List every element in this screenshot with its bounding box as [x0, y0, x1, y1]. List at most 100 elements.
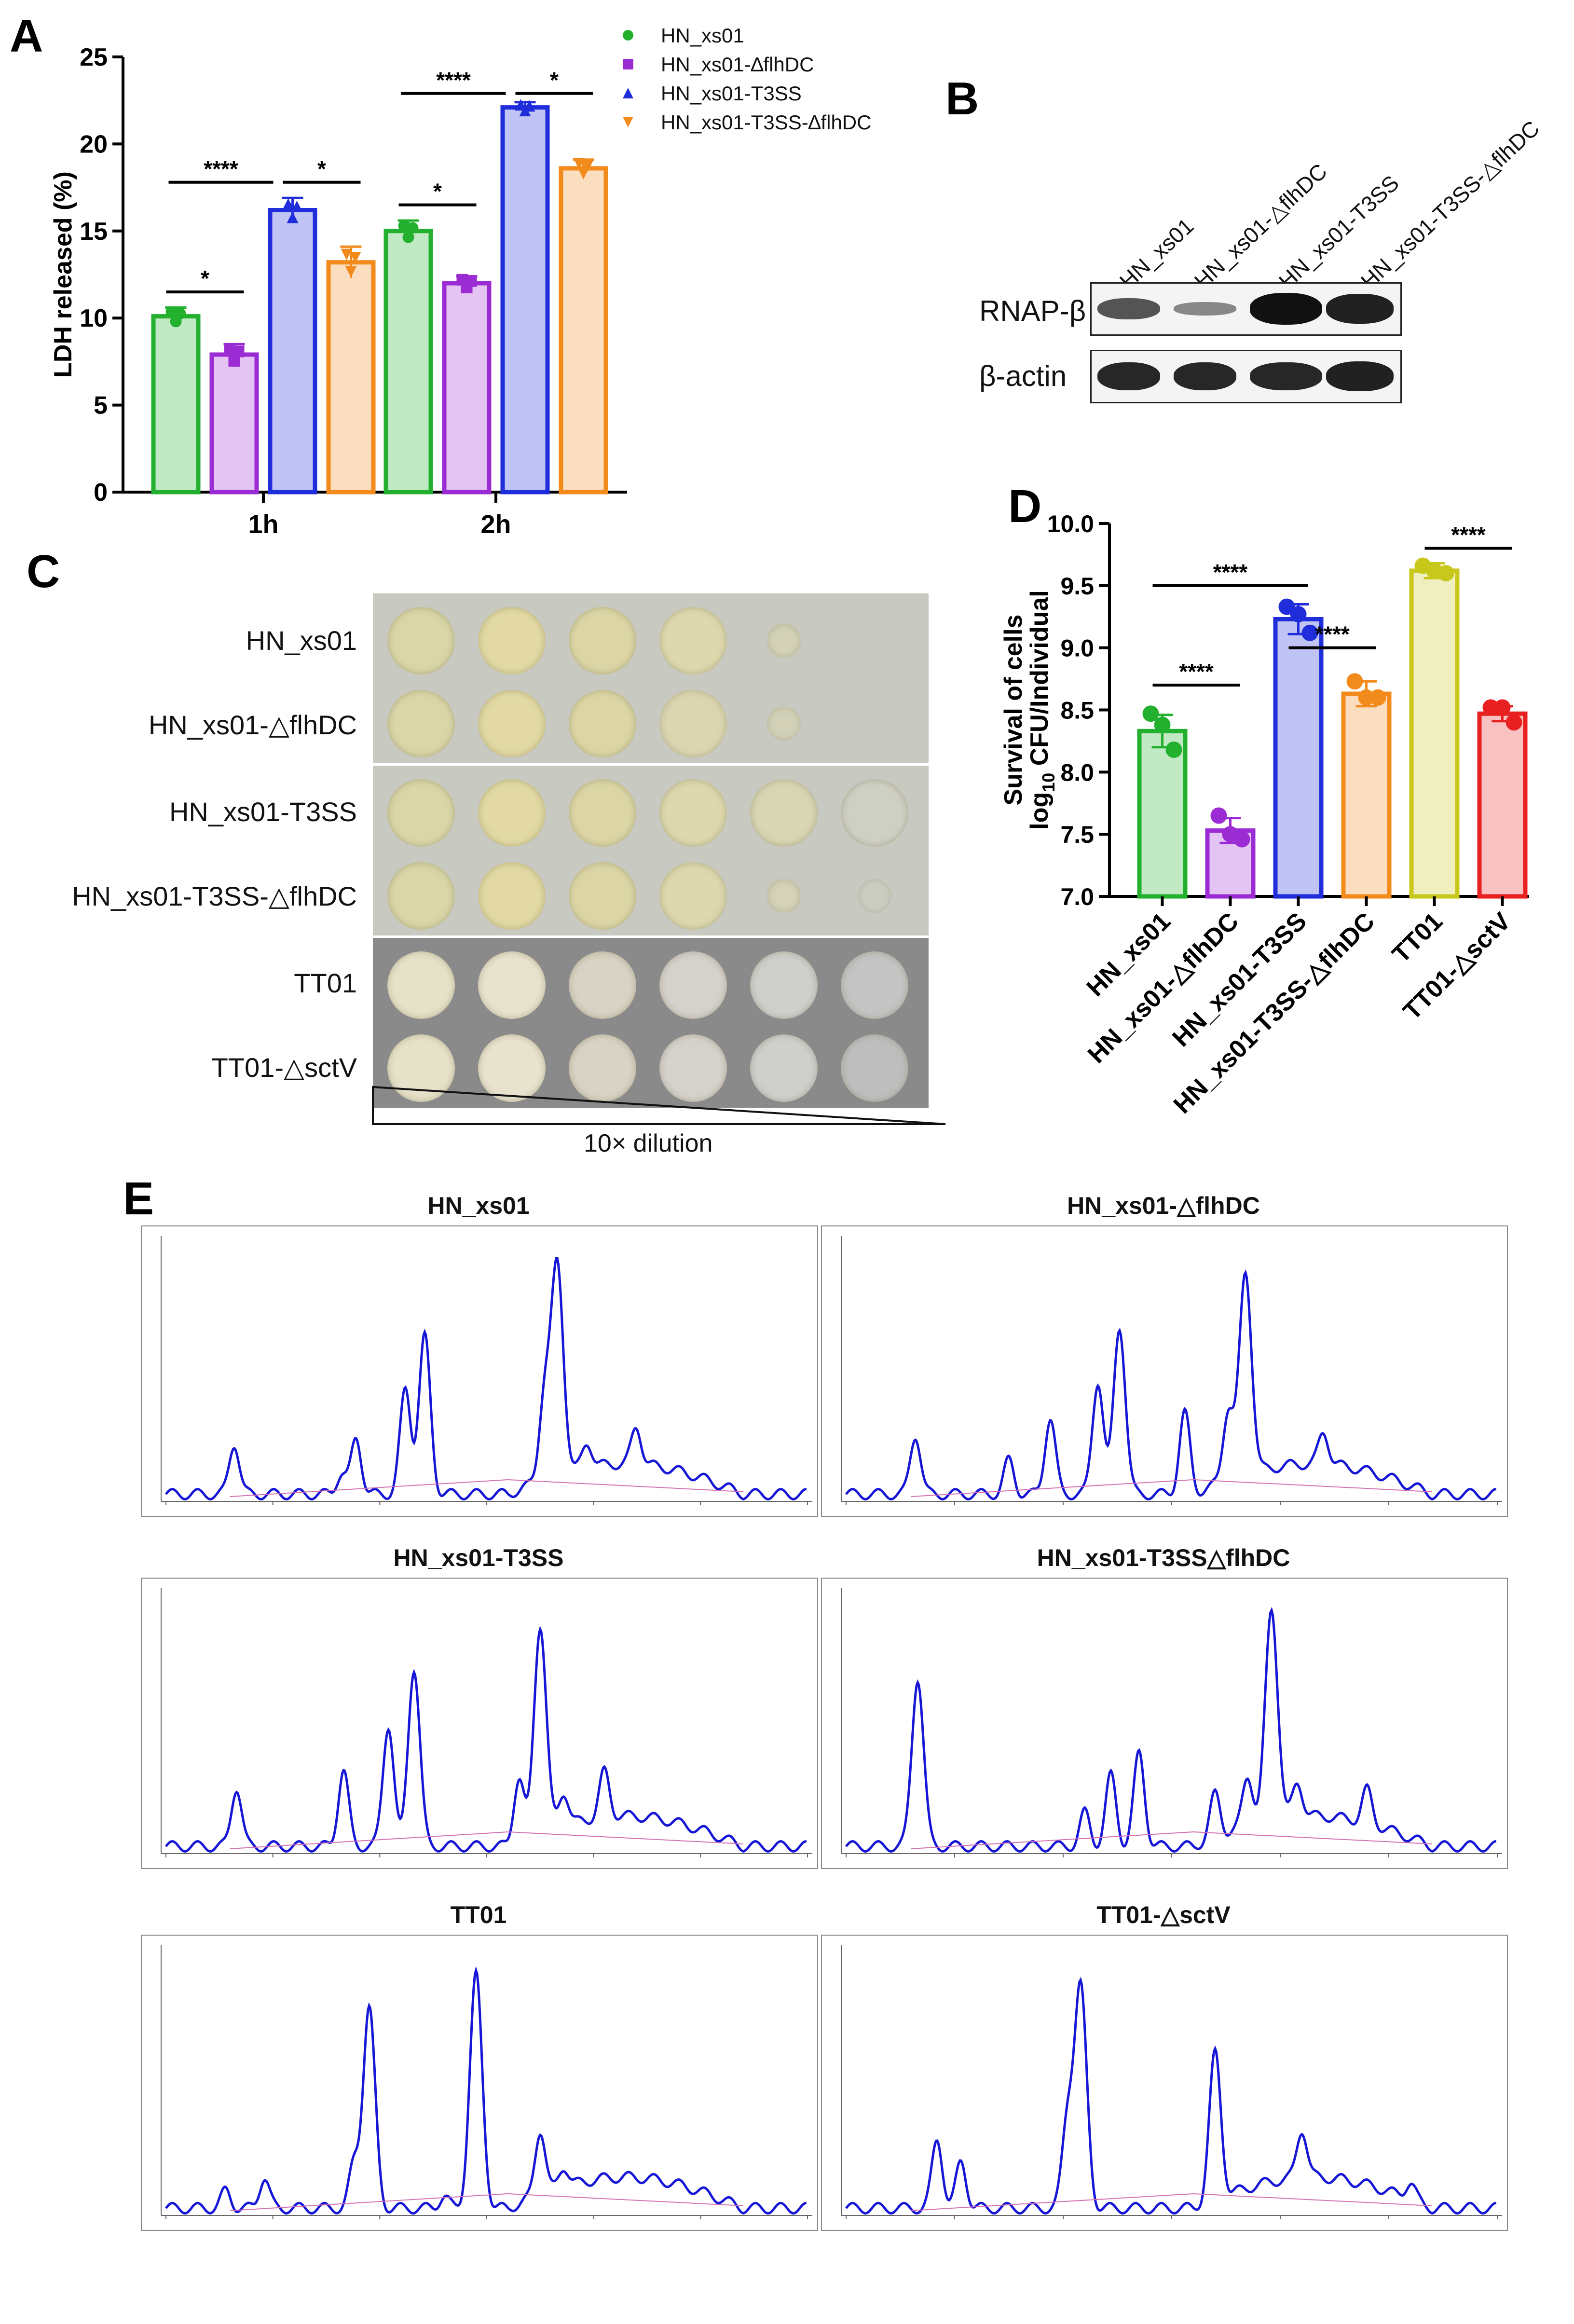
colony-spot [478, 607, 546, 674]
data-point [1358, 689, 1375, 706]
chromatogram-frame [141, 1225, 818, 1517]
blot-band [1326, 361, 1394, 391]
bar [442, 281, 492, 495]
data-point [1437, 565, 1454, 582]
colony-spot [478, 779, 546, 847]
data-point [1369, 689, 1386, 706]
y-tick-label: 10 [80, 304, 108, 332]
data-point [623, 59, 633, 69]
agar-plate [373, 593, 929, 763]
y-tick-label: 7.0 [1060, 883, 1094, 910]
data-point [398, 220, 410, 232]
y-tick-label: 9.0 [1060, 635, 1094, 662]
dilution-wedge [372, 1086, 946, 1125]
colony-spot [569, 607, 636, 674]
spot-assay-panel: HN_xs01 HN_xs01-△flhDC HN_xs01-T3SS HN_xs01… [0, 593, 965, 1157]
x-tick-label: 1h [248, 510, 278, 539]
significance-label: **** [1179, 659, 1214, 684]
chromatogram-plot [841, 1945, 1502, 2219]
legend-entry: HN_xs01-T3SS [661, 82, 802, 105]
blot-band [1250, 293, 1322, 325]
panel-label-d: D [1008, 481, 1042, 532]
bar [1409, 568, 1460, 899]
legend-entry: HN_xs01-T3SS-∆flhDC [661, 111, 871, 134]
data-point [287, 211, 299, 223]
chromatogram-title: TT01-△sctV [1096, 1901, 1231, 1928]
colony-spot [858, 879, 891, 913]
chromatogram-plot [161, 1236, 812, 1505]
panel-label-c: C [27, 546, 60, 597]
chromatogram-trace [165, 1966, 807, 2215]
data-point [345, 266, 357, 278]
significance-label: **** [1213, 560, 1248, 585]
chromatogram-title: TT01 [450, 1901, 507, 1928]
colony-spot [387, 779, 455, 847]
chromatogram-trace [165, 1625, 807, 1853]
blot-rnap-beta [1090, 282, 1402, 336]
blot-band [1326, 294, 1394, 324]
data-point [1165, 741, 1182, 758]
data-point [1301, 624, 1318, 641]
y-tick-label: 0 [94, 479, 108, 507]
blot-row-label: RNAP-β [979, 295, 1086, 327]
chromatogram-title: HN_xs01-T3SS△flhDC [1037, 1544, 1290, 1571]
y-axis-label: Survival of cells [999, 615, 1027, 806]
data-point [582, 160, 594, 172]
data-point [1154, 716, 1171, 733]
colony-spot [841, 779, 908, 847]
bar [1341, 691, 1392, 899]
data-point [1142, 705, 1159, 722]
colony-spot [569, 862, 636, 930]
colony-spot [659, 779, 727, 847]
colony-spot [569, 1034, 636, 1102]
colony-spot [478, 1034, 546, 1102]
dilution-label: 10× dilution [584, 1129, 713, 1157]
colony-spot [659, 690, 727, 757]
hplc-chromatograms: HN_xs01 HN_xs01-△flhDC HN_xs01-T3SS HN_xs01… [0, 1182, 1574, 2324]
data-point [165, 306, 178, 318]
colony-spot [767, 879, 801, 913]
colony-spot [478, 862, 546, 930]
blot-band [1097, 298, 1160, 320]
y-tick-label: 8.0 [1060, 759, 1094, 786]
agar-plate [373, 766, 929, 935]
strain-label: TT01-△sctV [211, 1052, 357, 1083]
bar [383, 229, 433, 495]
significance-label: **** [204, 156, 238, 181]
significance-label: * [201, 266, 209, 291]
chromatogram-plot [161, 1588, 812, 1857]
data-point [291, 200, 303, 212]
data-point [341, 248, 353, 261]
colony-spot [387, 690, 455, 757]
bar [559, 166, 608, 495]
data-point [573, 158, 585, 170]
legend-entry: HN_xs01 [661, 24, 744, 47]
significance-label: * [433, 179, 442, 204]
survival-bar-chart: 7.0 7.5 8.0 8.5 9.0 9.5 10.0 Survival of cellsl… [999, 510, 1529, 1119]
bar [151, 314, 201, 495]
data-point [1210, 807, 1227, 824]
blot-beta-actin [1090, 350, 1402, 403]
baseline-trace [911, 1831, 1433, 1849]
bar [326, 260, 376, 495]
legend-entry: HN_xs01-∆flhDC [661, 53, 814, 76]
y-axis-label: log10 CFU/Individual [1026, 590, 1058, 829]
baseline-trace [230, 1831, 744, 1849]
colony-spot [387, 607, 455, 674]
baseline-trace [230, 1479, 744, 1497]
y-tick-label: 15 [80, 218, 108, 246]
colony-spot [659, 1034, 727, 1102]
colony-spot [569, 690, 636, 757]
chromatogram-title: HN_xs01-T3SS [393, 1544, 564, 1571]
data-point [1233, 831, 1250, 848]
data-point [1482, 699, 1499, 716]
significance-label: **** [1451, 523, 1486, 548]
blot-row-label: β-actin [979, 360, 1067, 392]
significance-label: **** [436, 68, 471, 93]
chromatogram-trace [845, 1269, 1497, 1501]
colony-spot [659, 951, 727, 1019]
colony-spot [841, 951, 908, 1019]
x-tick-label: 2h [480, 510, 511, 539]
strain-label: HN_xs01-T3SS [169, 797, 357, 827]
strain-label: HN_xs01 [246, 625, 357, 656]
